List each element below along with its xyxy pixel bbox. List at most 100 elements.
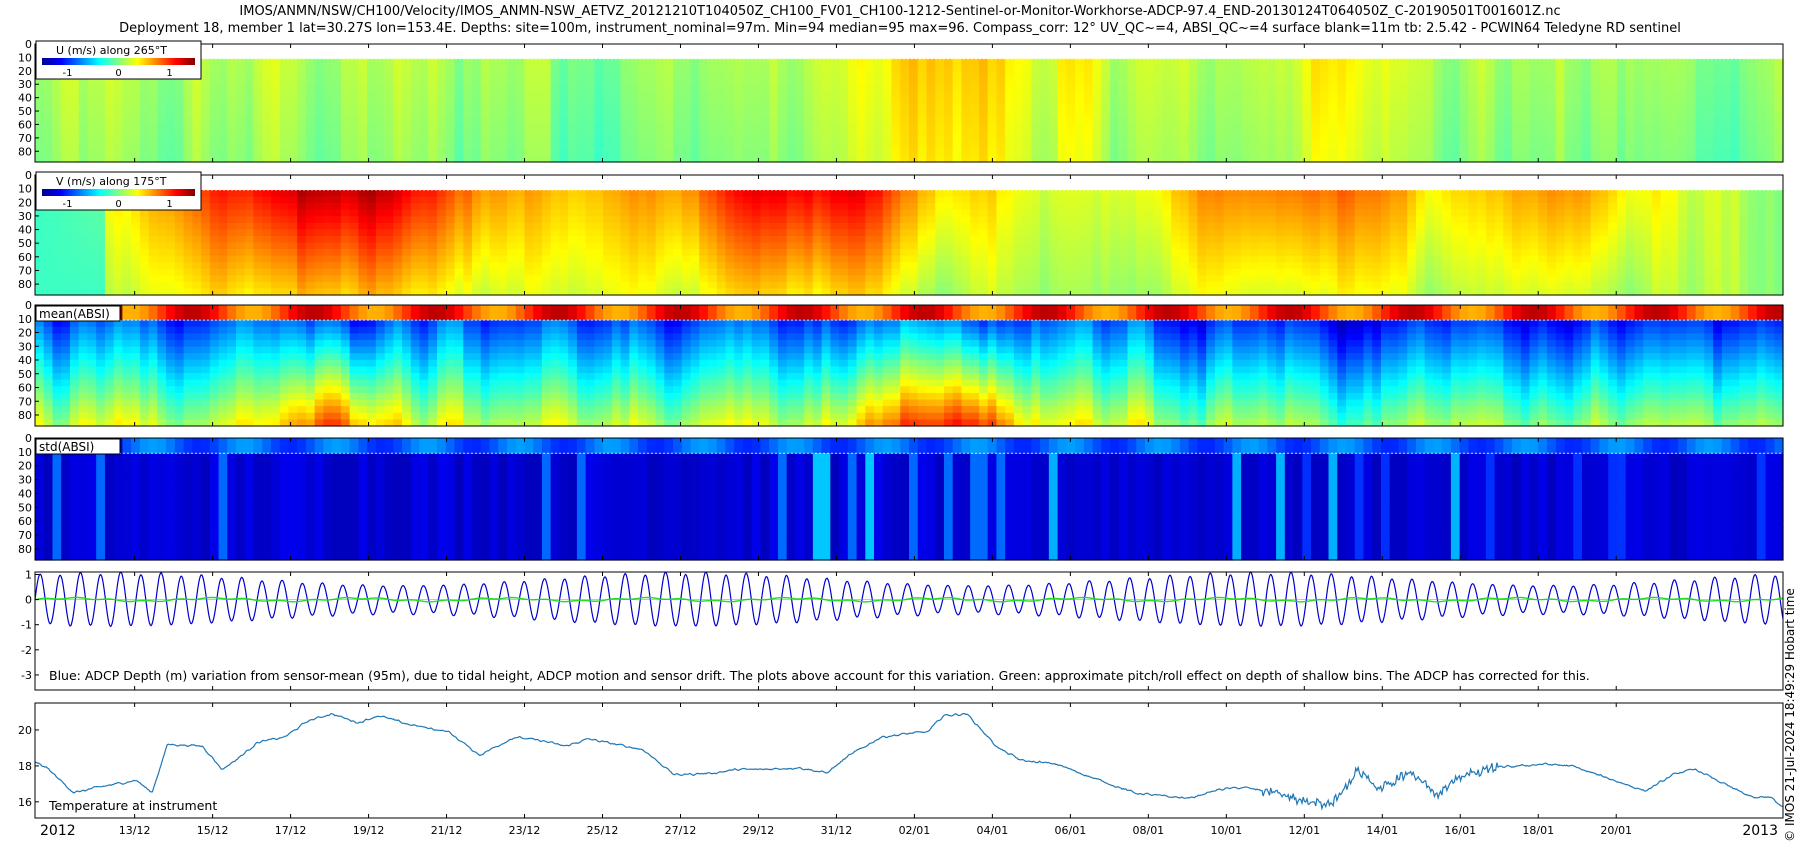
heatmap-cell — [183, 222, 193, 230]
heatmap-cell — [594, 229, 604, 237]
heatmap-cell — [1031, 123, 1041, 131]
heatmap-cell — [244, 155, 255, 163]
heatmap-cell — [227, 149, 237, 157]
heatmap-cell — [847, 149, 858, 157]
heatmap-cell — [978, 65, 989, 73]
heatmap-cell — [1520, 84, 1531, 92]
heatmap-cell — [1590, 116, 1601, 124]
heatmap-cell — [1625, 196, 1636, 204]
heatmap-cell — [323, 203, 333, 211]
heatmap-cell — [367, 149, 377, 157]
heatmap-cell — [1110, 78, 1120, 86]
heatmap-cell — [1319, 91, 1330, 99]
heatmap-cell — [297, 97, 307, 105]
heatmap-cell — [1284, 136, 1295, 144]
heatmap-cell — [1092, 149, 1102, 157]
heatmap-cell — [1573, 136, 1583, 144]
heatmap-cell — [690, 229, 700, 237]
heatmap-cell — [1031, 91, 1041, 99]
heatmap-cell — [1564, 190, 1574, 198]
heatmap-cell — [830, 123, 840, 131]
heatmap-cell — [664, 196, 674, 204]
heatmap-cell — [1092, 222, 1102, 230]
heatmap-cell — [1503, 58, 1513, 66]
heatmap-cell — [1171, 129, 1181, 137]
heatmap-cell — [1380, 196, 1391, 204]
heatmap-cell — [480, 129, 491, 137]
heatmap-cell — [1363, 196, 1373, 204]
heatmap-cell — [1293, 209, 1303, 217]
heatmap-cell — [533, 58, 543, 66]
heatmap-cell — [1092, 196, 1102, 204]
heatmap-cell — [201, 116, 211, 124]
heatmap-cell — [742, 84, 753, 92]
heatmap-cell — [489, 142, 499, 150]
heatmap-cell — [1293, 149, 1303, 157]
heatmap-cell — [576, 110, 587, 118]
heatmap-cell — [472, 229, 482, 237]
heatmap-cell — [262, 235, 272, 244]
heatmap-cell — [1380, 78, 1391, 86]
heatmap-cell — [43, 91, 54, 99]
heatmap-cell — [777, 97, 788, 105]
heatmap-cell — [1153, 84, 1164, 92]
heatmap-cell — [297, 78, 307, 86]
heatmap-cell — [541, 222, 552, 230]
heatmap-cell — [253, 155, 263, 163]
heatmap-cell — [1748, 203, 1758, 211]
heatmap-cell — [148, 149, 158, 157]
heatmap-cell — [1214, 129, 1225, 137]
heatmap-cell — [78, 116, 89, 124]
heatmap-cell — [751, 129, 762, 137]
heatmap-cell — [751, 190, 762, 198]
heatmap-cell — [35, 149, 45, 157]
heatmap-cell — [1774, 196, 1784, 204]
heatmap-cell — [201, 78, 211, 86]
heatmap-cell — [1564, 65, 1574, 73]
heatmap-cell — [35, 155, 45, 163]
heatmap-cell — [1616, 110, 1627, 118]
heatmap-cell — [1616, 97, 1627, 105]
heatmap-cell — [1284, 203, 1295, 211]
heatmap-cell — [1013, 196, 1024, 204]
heatmap-cell — [1704, 136, 1714, 144]
heatmap-cell — [279, 203, 290, 211]
heatmap-cell — [78, 216, 89, 224]
heatmap-cell — [1179, 155, 1190, 163]
heatmap-cell — [541, 97, 552, 105]
heatmap-cell — [1634, 97, 1644, 105]
heatmap-cell — [1774, 91, 1784, 99]
heatmap-cell — [480, 71, 491, 79]
heatmap-cell — [1144, 142, 1155, 150]
heatmap-cell — [428, 196, 438, 204]
heatmap-cell — [445, 97, 456, 105]
heatmap-cell — [742, 190, 753, 198]
heatmap-cell — [1433, 58, 1443, 66]
heatmap-cell — [1477, 58, 1487, 66]
heatmap-cell — [611, 103, 622, 111]
heatmap-cell — [1625, 222, 1636, 230]
heatmap-cell — [1110, 84, 1120, 92]
heatmap-cell — [340, 78, 351, 86]
heatmap-cell — [1354, 58, 1365, 66]
heatmap-cell — [297, 222, 307, 230]
heatmap-cell — [314, 71, 325, 79]
heatmap-cell — [716, 190, 727, 198]
heatmap-cell — [1232, 149, 1242, 157]
heatmap-cell — [1538, 229, 1548, 237]
heatmap-cell — [1127, 203, 1137, 211]
heatmap-cell — [1765, 97, 1775, 105]
heatmap-cell — [183, 155, 193, 163]
heatmap-cell — [707, 190, 718, 198]
heatmap-cell — [1415, 91, 1426, 99]
heatmap-cell — [454, 103, 464, 111]
heatmap-cell — [402, 235, 412, 244]
heatmap-cell — [638, 78, 648, 86]
heatmap-cell — [891, 190, 901, 198]
heatmap-cell — [1101, 203, 1111, 211]
heatmap-cell — [1075, 136, 1085, 144]
heatmap-cell — [218, 97, 228, 105]
heatmap-cell — [935, 116, 945, 124]
heatmap-cell — [742, 142, 753, 150]
heatmap-cell — [183, 97, 193, 105]
